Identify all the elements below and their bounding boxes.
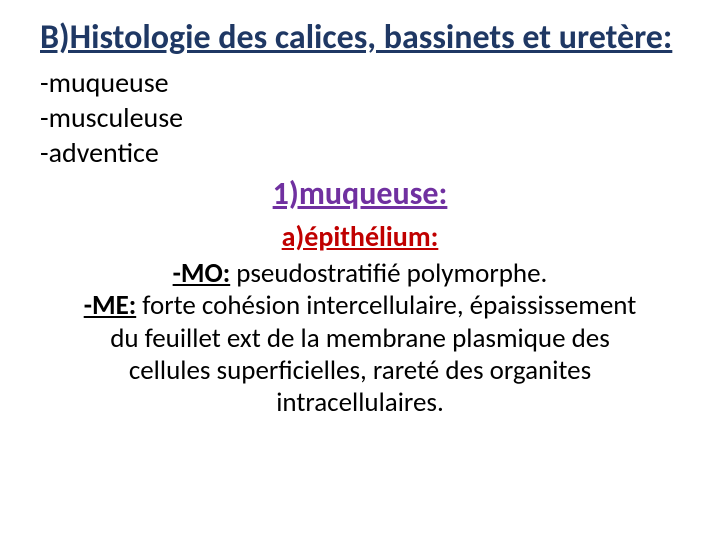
section-title: B)Histologie des calices, bassinets et u… (40, 18, 680, 59)
subsubsection-title: a)épithélium: (282, 219, 439, 254)
list-item: -muqueuse (40, 65, 680, 100)
subsection-title: 1)muqueuse: (273, 174, 448, 213)
list-item: -musculeuse (40, 100, 680, 135)
me-text: forte cohésion intercellulaire, épaissis… (110, 289, 636, 419)
body-paragraph: -MO: pseudostratifié polymorphe. -ME: fo… (40, 258, 680, 420)
list-item: -adventice (40, 135, 680, 170)
bullet-list: -muqueuse -musculeuse -adventice (40, 65, 680, 170)
mo-label: -MO: (173, 257, 231, 290)
me-label: -ME: (84, 289, 136, 322)
mo-text: pseudostratifié polymorphe. (230, 257, 547, 290)
